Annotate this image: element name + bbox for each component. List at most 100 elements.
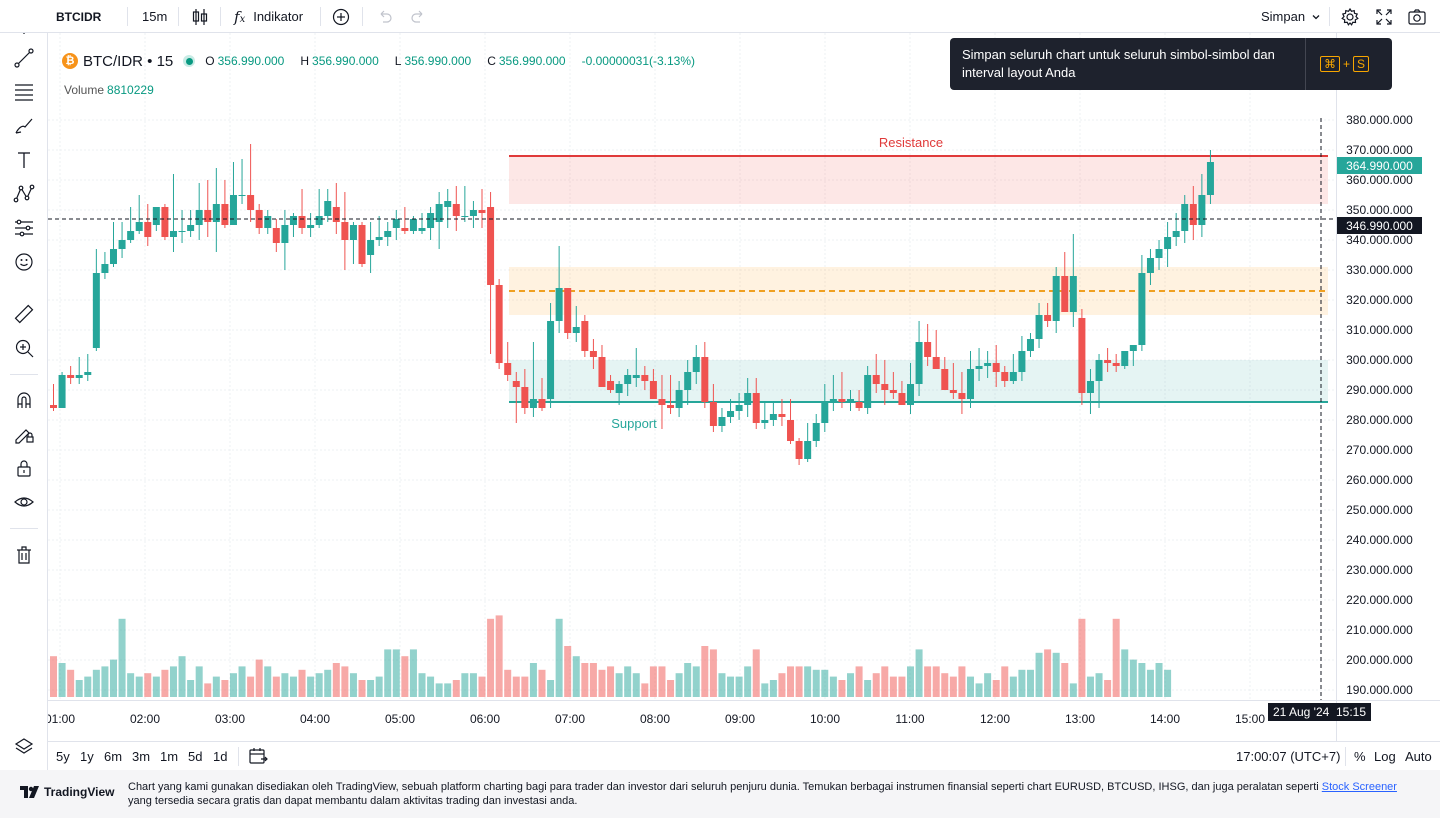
price-chart[interactable]: 380.000.000 370.000.000 360.000.000 350.000… <box>48 33 1440 742</box>
range-5d-button[interactable]: 5d <box>188 748 203 764</box>
time-tick-label: 04:00 <box>300 712 330 726</box>
settings-gear-icon[interactable] <box>1340 0 1360 33</box>
candle-style-icon[interactable] <box>190 0 210 33</box>
volume-bar <box>118 618 126 697</box>
range-1y-button[interactable]: 1y <box>80 748 94 764</box>
candle-body <box>1009 372 1017 381</box>
redo-icon[interactable] <box>409 0 427 33</box>
candle-body <box>564 288 572 333</box>
camera-snapshot-icon[interactable] <box>1407 0 1427 33</box>
eye-icon[interactable] <box>12 490 36 514</box>
volume-bar <box>469 673 477 697</box>
range-6m-button[interactable]: 6m <box>104 748 123 764</box>
layers-icon[interactable] <box>12 735 36 759</box>
volume-bar <box>195 666 203 697</box>
volume-bar <box>1155 663 1163 697</box>
candle-body <box>649 381 657 399</box>
price-tick-label: 350.000.000 <box>1346 203 1413 217</box>
auto-scale-toggle[interactable]: Auto <box>1405 748 1432 764</box>
brush-icon[interactable] <box>12 114 36 138</box>
trend-line-icon[interactable] <box>12 46 36 70</box>
range-5y-button[interactable]: 5y <box>56 748 70 764</box>
magnet-icon[interactable] <box>12 388 36 412</box>
volume-bar <box>966 676 974 697</box>
candle-body <box>1095 360 1103 381</box>
lock-icon[interactable] <box>12 456 36 480</box>
candle-body <box>324 201 332 216</box>
candle-body <box>281 225 289 243</box>
shortcut-hint: ⌘ + S <box>1320 56 1370 72</box>
volume-bar <box>375 676 383 697</box>
volume-bar <box>401 656 409 697</box>
tradingview-logo[interactable]: TradingView <box>20 785 114 799</box>
text-tool-icon[interactable] <box>12 148 36 172</box>
volume-bar <box>864 680 872 697</box>
candle-body <box>675 390 683 408</box>
stock-screener-link[interactable]: Stock Screener <box>1321 781 1397 793</box>
log-scale-toggle[interactable]: Log <box>1374 748 1396 764</box>
pattern-icon[interactable] <box>12 182 36 206</box>
zoom-in-icon[interactable] <box>12 336 36 360</box>
ruler-icon[interactable] <box>12 302 36 326</box>
volume-value: 8810229 <box>107 83 154 97</box>
low-value: 356.990.000 <box>404 54 472 68</box>
trash-icon[interactable] <box>12 543 36 567</box>
save-button[interactable]: Simpan <box>1261 0 1321 33</box>
candle-body <box>632 375 640 378</box>
candle-body <box>238 195 246 196</box>
volume-bar <box>461 673 469 697</box>
toolbar-divider <box>127 7 128 26</box>
candle-body <box>118 240 126 249</box>
compare-add-icon[interactable] <box>331 0 351 33</box>
timezone-clock[interactable]: 17:00:07 (UTC+7) <box>1236 748 1341 764</box>
candle-body <box>358 225 366 264</box>
lock-drawing-icon[interactable] <box>12 422 36 446</box>
candle-body <box>392 219 400 228</box>
close-label: C <box>487 54 496 68</box>
volume-bar <box>298 669 306 697</box>
price-tick-label: 230.000.000 <box>1346 563 1413 577</box>
emoji-icon[interactable] <box>12 250 36 274</box>
prediction-icon[interactable] <box>12 216 36 240</box>
volume-bar <box>975 683 983 697</box>
volume-bar <box>598 669 606 697</box>
goto-date-calendar-icon[interactable] <box>248 742 268 770</box>
tradingview-logo-icon <box>20 786 39 798</box>
crosshair-price-tag: 346.990.000 <box>1346 219 1413 233</box>
candle-body <box>92 273 100 348</box>
range-3m-button[interactable]: 3m <box>132 748 151 764</box>
undo-icon[interactable] <box>376 0 394 33</box>
candle-body <box>375 237 383 240</box>
range-1m-button[interactable]: 1m <box>160 748 179 764</box>
candle-body <box>1198 195 1206 225</box>
volume-bar <box>718 673 726 697</box>
candle-body <box>1052 276 1060 321</box>
price-axis[interactable]: 380.000.000 370.000.000 360.000.000 350.000… <box>1346 113 1413 697</box>
percent-scale-toggle[interactable]: % <box>1354 748 1366 764</box>
candle-body <box>744 393 752 405</box>
fib-retracement-icon[interactable] <box>12 80 36 104</box>
candle-body <box>932 357 940 369</box>
candle-body <box>1206 162 1214 195</box>
interval-button[interactable]: 15m <box>142 9 168 24</box>
toolbar-divider <box>362 7 363 26</box>
time-tick-label: 15:00 <box>1235 712 1265 726</box>
range-1d-button[interactable]: 1d <box>213 748 228 764</box>
time-axis[interactable]: 01:00 02:00 03:00 04:00 05:00 06:00 07:00 08:00… <box>48 712 1265 726</box>
shortcut-key-s: S <box>1353 56 1370 72</box>
symbol-search-button[interactable]: BTCIDR <box>56 9 102 24</box>
indicators-button[interactable]: fx Indikator <box>234 0 303 33</box>
volume-bar <box>872 673 880 697</box>
pair-label[interactable]: BTC/IDR • 15 <box>83 52 174 70</box>
candle-body <box>1061 276 1069 312</box>
price-tick-label: 310.000.000 <box>1346 323 1413 337</box>
candle-body <box>349 225 357 240</box>
crosshair-time-tag-bg <box>1268 703 1371 721</box>
candle-body <box>1172 231 1180 237</box>
low-label: L <box>394 54 402 68</box>
fullscreen-icon[interactable] <box>1375 0 1393 33</box>
volume-bar <box>272 676 280 697</box>
volume-bar <box>589 663 597 697</box>
crosshair-time-tag: 21 Aug '24 15:15 <box>1273 705 1366 719</box>
